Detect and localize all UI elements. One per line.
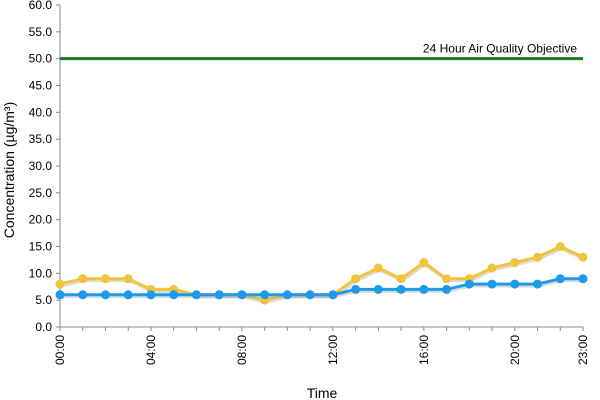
series-2-point — [328, 290, 338, 300]
series-2-point — [464, 279, 474, 289]
y-axis-title: Concentration (µg/m³) — [1, 102, 17, 238]
series-2-point — [533, 279, 543, 289]
x-tick-label: 00:00 — [53, 335, 67, 365]
series-2-point — [351, 284, 361, 294]
series-2-point — [305, 290, 315, 300]
y-tick-label: 50.0 — [29, 52, 53, 66]
series-2-point — [510, 279, 520, 289]
reference-line-group: 24 Hour Air Quality Objective — [60, 42, 583, 61]
y-tick-label: 30.0 — [29, 159, 53, 173]
series-2-point — [55, 290, 65, 300]
x-axis-title: Time — [307, 385, 338, 400]
series-2-point — [169, 290, 179, 300]
series-1-point — [555, 242, 565, 251]
series-1-point — [396, 274, 406, 284]
x-axis-ticks: 00:00 04:00 08:00 12:00 16:00 20:00 23:00 — [53, 327, 590, 365]
y-tick-label: 40.0 — [29, 105, 53, 119]
series-2-point — [487, 279, 497, 289]
series-1-point — [442, 274, 452, 284]
series-1-point — [533, 252, 543, 262]
series-2-point — [282, 290, 292, 300]
y-tick-label: 10.0 — [29, 266, 53, 280]
series-group — [55, 242, 588, 305]
series-1-point — [78, 274, 88, 284]
series-2-point — [373, 284, 383, 294]
series-2-point — [191, 290, 201, 300]
y-tick-label: 20.0 — [29, 213, 53, 227]
x-tick-label: 20:00 — [508, 335, 522, 365]
series-2-point — [214, 290, 224, 300]
series-1-point — [578, 252, 588, 262]
y-tick-label: 45.0 — [29, 79, 53, 93]
series-1-point — [510, 258, 520, 268]
series-1-point — [100, 274, 110, 284]
x-tick-label: 23:00 — [576, 335, 590, 365]
y-axis-ticks: 0.0 5.0 10.0 15.0 20.0 25.0 30.0 35.0 40.0 45.0 50… — [29, 0, 60, 334]
x-tick-label: 08:00 — [235, 335, 249, 365]
y-tick-label: 5.0 — [35, 293, 52, 307]
series-2-point — [78, 290, 88, 300]
series-2-point — [396, 284, 406, 294]
series-1-point — [419, 258, 429, 268]
series-2-point — [555, 274, 565, 284]
reference-line-label: 24 Hour Air Quality Objective — [423, 42, 577, 56]
x-tick-label: 16:00 — [417, 335, 431, 365]
y-tick-label: 0.0 — [35, 320, 52, 334]
series-2-point — [442, 284, 452, 294]
series-2-point — [260, 290, 270, 300]
series-2-point — [146, 290, 156, 300]
series-1-point — [487, 263, 497, 273]
y-tick-label: 25.0 — [29, 186, 53, 200]
y-tick-label: 35.0 — [29, 132, 53, 146]
series-1-line — [59, 244, 584, 302]
series-2-point — [123, 290, 133, 300]
series-2-point — [237, 290, 247, 300]
y-tick-label: 60.0 — [29, 0, 53, 12]
series-2-point — [100, 290, 110, 300]
x-tick-label: 12:00 — [326, 335, 340, 365]
series-1-point — [351, 274, 361, 284]
series-1-point — [373, 263, 383, 273]
y-tick-label: 55.0 — [29, 25, 53, 39]
series-1-point — [55, 279, 65, 289]
series-2-point — [419, 284, 429, 294]
x-tick-label: 04:00 — [144, 335, 158, 365]
y-tick-label: 15.0 — [29, 240, 53, 254]
series-2-point — [578, 274, 588, 284]
series-1-point — [123, 274, 133, 284]
